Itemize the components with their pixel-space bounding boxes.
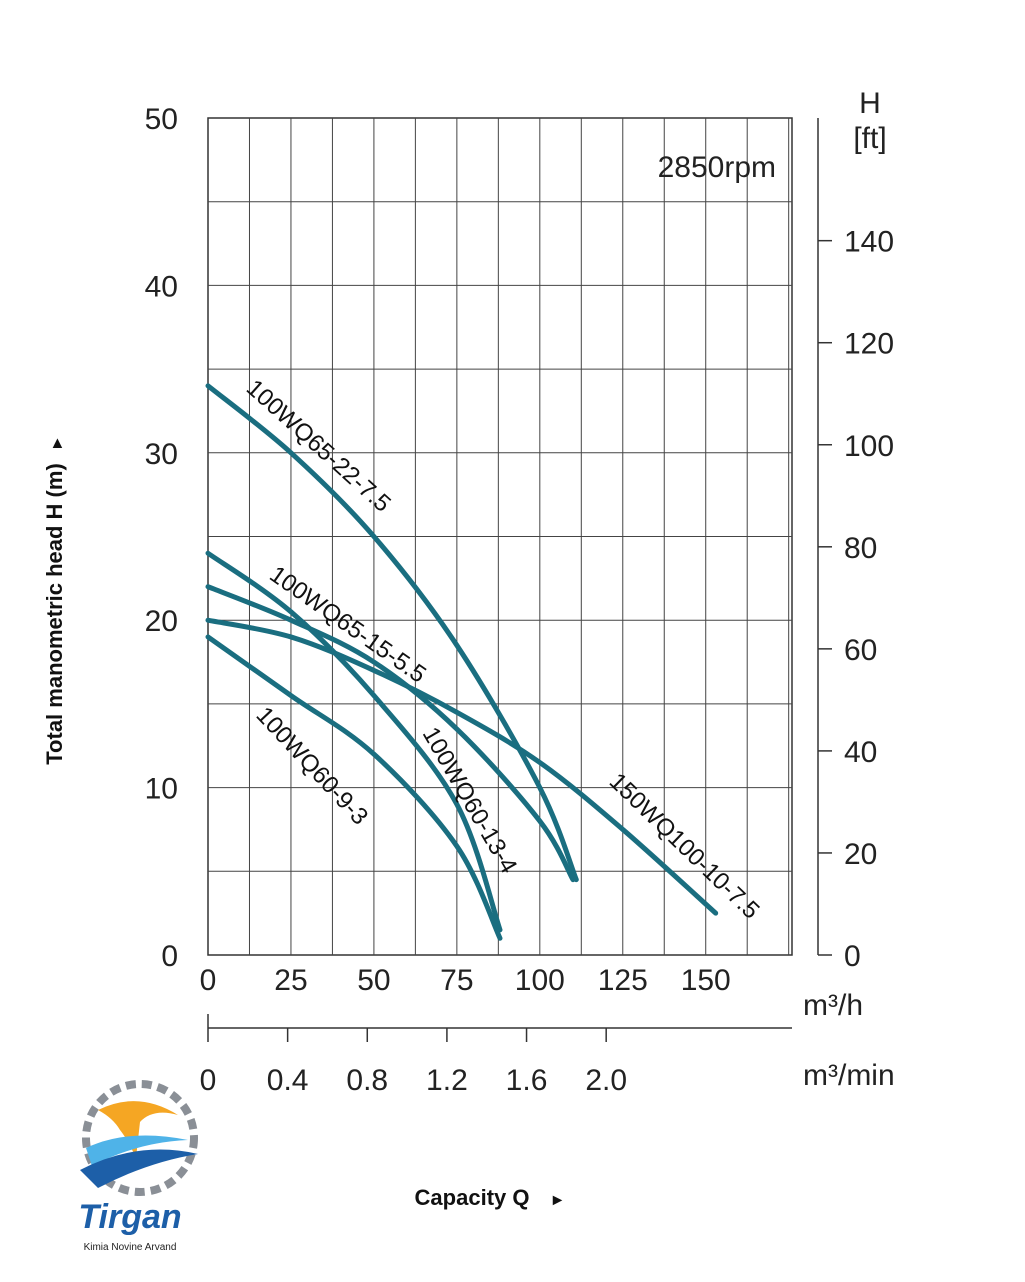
x-tick-label: 50 <box>357 964 390 997</box>
x-tick-label: 25 <box>274 964 307 997</box>
curve-100WQ65-15-5.5 <box>205 584 576 883</box>
y-tick-label: 10 <box>145 773 178 806</box>
m3min-tick-label: 0.4 <box>267 1064 309 1097</box>
y-tick-label: 30 <box>145 438 178 471</box>
ft-tick-label: 120 <box>844 328 894 361</box>
logo-swoosh-orange <box>98 1101 178 1158</box>
x-tick-label: 0 <box>200 964 217 997</box>
y-tick-label: 0 <box>161 940 178 973</box>
brand-logo: Tirgan Kimia Novine Arvand <box>58 1070 218 1260</box>
x-units-m3h: m³/h <box>803 989 863 1022</box>
curve-100WQ65-22-7.5 <box>205 383 579 883</box>
y-axis-arrow: ► <box>49 435 66 451</box>
curve-100WQ60-13-4 <box>205 550 503 933</box>
secondary-x-axis-m3min: 0 0.4 0.8 1.2 1.6 2.0 <box>200 1014 792 1097</box>
ft-tick-label: 140 <box>844 226 894 259</box>
y-tick-label: 50 <box>145 103 178 136</box>
curve-label-150WQ100-10-7.5: 150WQ100-10-7.5 <box>604 768 765 925</box>
x-axis-arrow: ► <box>550 1192 566 1209</box>
m3min-tick-label: 1.2 <box>426 1064 468 1097</box>
y-axis-ticks: 0 10 20 30 40 50 <box>145 103 178 973</box>
curve-100WQ60-9-3 <box>205 634 503 941</box>
secondary-y-axis-ft: 0 20 40 60 80 100 120 140 <box>817 118 894 973</box>
m3min-tick-label: 2.0 <box>585 1064 627 1097</box>
ft-tick-label: 100 <box>844 430 894 463</box>
ft-tick-label: 80 <box>844 532 877 565</box>
ft-axis-title-h: H <box>859 87 881 120</box>
pump-curves <box>205 383 719 941</box>
x-tick-label: 100 <box>515 964 565 997</box>
y-tick-label: 40 <box>145 270 178 303</box>
y-axis-title: Total manometric head H (m) ► <box>42 435 67 765</box>
rpm-annotation: 2850rpm <box>658 151 776 184</box>
x-tick-label: 150 <box>681 964 731 997</box>
logo-tagline: Kimia Novine Arvand <box>84 1242 177 1253</box>
curve-label-100WQ65-22-7.5: 100WQ65-22-7.5 <box>241 374 396 517</box>
ft-tick-label: 40 <box>844 736 877 769</box>
logo-wordmark: Tirgan <box>78 1198 181 1236</box>
curve-label-100WQ60-9-3: 100WQ60-9-3 <box>251 702 374 831</box>
m3min-tick-label: 0.8 <box>346 1064 388 1097</box>
logo-swoosh-blue <box>80 1149 198 1188</box>
x-axis-ticks: 0 25 50 75 100 125 150 <box>200 964 731 997</box>
m3min-tick-label: 0 <box>200 1064 217 1097</box>
ft-tick-label: 0 <box>844 940 861 973</box>
x-tick-label: 75 <box>440 964 473 997</box>
ft-axis-title-ft: [ft] <box>853 122 886 155</box>
curve-label-100WQ60-13-4: 100WQ60-13-4 <box>417 723 522 879</box>
x-axis-title: Capacity Q ► <box>415 1185 566 1210</box>
ft-tick-label: 20 <box>844 838 877 871</box>
ft-tick-label: 60 <box>844 634 877 667</box>
logo-swoosh-light <box>86 1135 188 1166</box>
curve-150WQ100-10-7.5 <box>205 617 719 916</box>
x-units-m3min: m³/min <box>803 1059 895 1092</box>
x-tick-label: 125 <box>598 964 648 997</box>
y-tick-label: 20 <box>145 605 178 638</box>
m3min-tick-label: 1.6 <box>506 1064 548 1097</box>
